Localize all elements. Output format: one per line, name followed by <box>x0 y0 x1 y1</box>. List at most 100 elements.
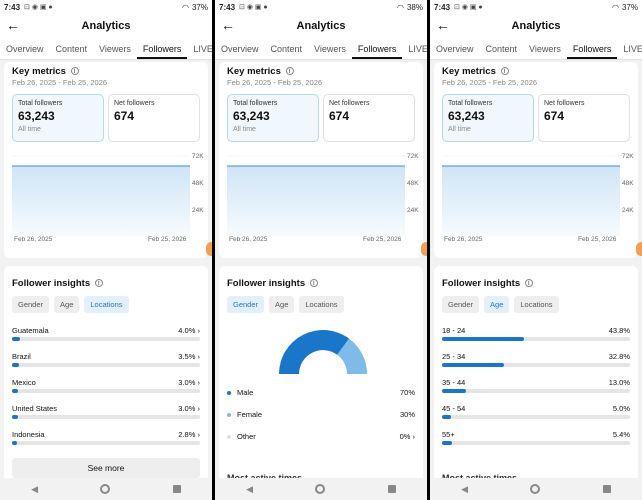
y-tick-label: 48K <box>192 180 204 187</box>
y-tick-label: 24K <box>407 207 419 214</box>
key-metrics-card: Key metrics i Feb 26, 2025 - Feb 25, 202… <box>434 62 638 258</box>
bar-track <box>442 415 630 419</box>
row-label: United States <box>12 404 58 413</box>
app-header: ← Analytics <box>430 14 642 38</box>
bar-track <box>442 441 630 445</box>
bar-fill <box>12 415 18 419</box>
nav-back-icon[interactable]: ◀ <box>31 483 39 494</box>
row-value-text: 3.0% <box>178 404 196 413</box>
nav-home-icon[interactable] <box>315 484 326 494</box>
info-icon[interactable]: i <box>94 279 103 288</box>
info-icon[interactable]: i <box>285 67 294 76</box>
chip-locations[interactable]: Locations <box>514 296 559 313</box>
nav-back-icon[interactable]: ◀ <box>461 483 469 494</box>
system-nav-bar: ◀ <box>0 478 212 500</box>
total-followers-metric[interactable]: Total followers 63,243 All time <box>12 94 104 142</box>
chip-age[interactable]: Age <box>269 296 295 313</box>
follower-insights-card: Follower insights i Gender Age Locations… <box>4 266 208 490</box>
location-row[interactable]: Brazil 3.5% › <box>12 352 200 374</box>
location-row[interactable]: Indonesia 2.8% › <box>12 430 200 452</box>
net-followers-metric[interactable]: Net followers 674 <box>108 94 200 142</box>
chip-gender[interactable]: Gender <box>12 296 50 313</box>
status-time: 7:43 <box>4 2 21 12</box>
panel-age: 7:43 ⊡ ◉ ▣ ● ◠ 37% ← Analytics n Overvie… <box>430 0 642 500</box>
tab-viewers[interactable]: Viewers <box>529 44 561 54</box>
location-row[interactable]: Mexico 3.0% › <box>12 378 200 400</box>
y-tick-label: 72K <box>192 153 204 160</box>
back-arrow-icon[interactable]: ← <box>436 17 450 33</box>
key-metrics-title-text: Key metrics <box>227 66 281 77</box>
tab-overview[interactable]: Overview <box>6 44 44 54</box>
row-label: Mexico <box>12 378 36 387</box>
metric-label: Total followers <box>448 100 493 107</box>
y-tick-label: 48K <box>407 180 419 187</box>
status-time: 7:43 <box>219 2 236 12</box>
total-followers-metric[interactable]: Total followers 63,243 All time <box>442 94 534 142</box>
metric-value: 674 <box>544 109 565 123</box>
floating-tab-icon[interactable] <box>636 242 642 256</box>
chip-gender[interactable]: Gender <box>442 296 480 313</box>
info-icon[interactable]: i <box>70 67 79 76</box>
date-range: Feb 26, 2025 - Feb 25, 2026 <box>442 78 538 87</box>
bar-track <box>12 441 200 445</box>
tab-content[interactable]: Content <box>270 44 303 54</box>
location-row[interactable]: Guatemala 4.0% › <box>12 326 200 348</box>
see-more-button[interactable]: See more <box>12 458 200 478</box>
row-value: 3.0% › <box>178 404 200 413</box>
bar-track <box>12 363 200 367</box>
tab-content[interactable]: Content <box>55 44 88 54</box>
x-tick-label: Feb 26, 2025 <box>229 236 268 243</box>
location-row[interactable]: United States 3.0% › <box>12 404 200 426</box>
follower-insights-title: Follower insights i <box>227 278 318 289</box>
net-followers-metric[interactable]: Net followers 674 <box>323 94 415 142</box>
chip-age[interactable]: Age <box>484 296 510 313</box>
nav-recents-icon[interactable] <box>602 485 611 493</box>
floating-tab-icon[interactable] <box>206 242 212 256</box>
tab-live[interactable]: LIVE <box>193 44 212 54</box>
info-icon[interactable]: i <box>500 67 509 76</box>
legend-female: Female 30% <box>227 410 415 424</box>
info-icon[interactable]: i <box>309 279 318 288</box>
tab-viewers[interactable]: Viewers <box>99 44 131 54</box>
tab-followers[interactable]: Followers <box>136 44 188 59</box>
tab-live[interactable]: LIVE <box>623 44 642 54</box>
tab-followers[interactable]: Followers <box>351 44 403 59</box>
nav-recents-icon[interactable] <box>172 485 181 493</box>
total-followers-metric[interactable]: Total followers 63,243 All time <box>227 94 319 142</box>
age-row: 55+ 5.4% <box>442 430 630 452</box>
nav-home-icon[interactable] <box>100 484 111 494</box>
back-arrow-icon[interactable]: ← <box>6 17 20 33</box>
legend-label: Female <box>237 410 263 419</box>
key-metrics-title: Key metrics i <box>12 66 79 77</box>
gender-donut-chart <box>279 330 367 374</box>
battery-text: 37% <box>621 2 638 12</box>
tab-live[interactable]: LIVE <box>408 44 427 54</box>
panel-gender: 7:43 ⊡ ◉ ▣ ● ◠ 38% ← Analytics n Overvie… <box>215 0 427 500</box>
age-row: 45 - 54 5.0% <box>442 404 630 426</box>
bar-fill <box>442 441 453 445</box>
chip-age[interactable]: Age <box>54 296 80 313</box>
status-right: ◠ 37% <box>182 3 208 12</box>
floating-tab-icon[interactable] <box>421 242 427 256</box>
chip-gender[interactable]: Gender <box>227 296 265 313</box>
bar-track <box>442 389 630 393</box>
nav-back-icon[interactable]: ◀ <box>246 483 254 494</box>
metric-sub: All time <box>448 126 471 133</box>
tab-viewers[interactable]: Viewers <box>314 44 346 54</box>
x-tick-label: Feb 25, 2026 <box>363 236 402 243</box>
nav-home-icon[interactable] <box>530 484 541 494</box>
chip-locations[interactable]: Locations <box>299 296 344 313</box>
tab-overview[interactable]: Overview <box>221 44 259 54</box>
tab-overview[interactable]: Overview <box>436 44 474 54</box>
net-followers-metric[interactable]: Net followers 674 <box>538 94 630 142</box>
info-icon[interactable]: i <box>524 279 533 288</box>
tab-content[interactable]: Content <box>485 44 518 54</box>
back-arrow-icon[interactable]: ← <box>221 17 235 33</box>
nav-recents-icon[interactable] <box>387 485 396 493</box>
date-range: Feb 26, 2025 - Feb 25, 2026 <box>12 78 108 87</box>
status-right: ◠ 38% <box>397 3 423 12</box>
bar-fill <box>12 389 18 393</box>
tab-followers[interactable]: Followers <box>566 44 618 59</box>
chip-locations[interactable]: Locations <box>84 296 129 313</box>
x-tick-label: Feb 25, 2026 <box>578 236 617 243</box>
